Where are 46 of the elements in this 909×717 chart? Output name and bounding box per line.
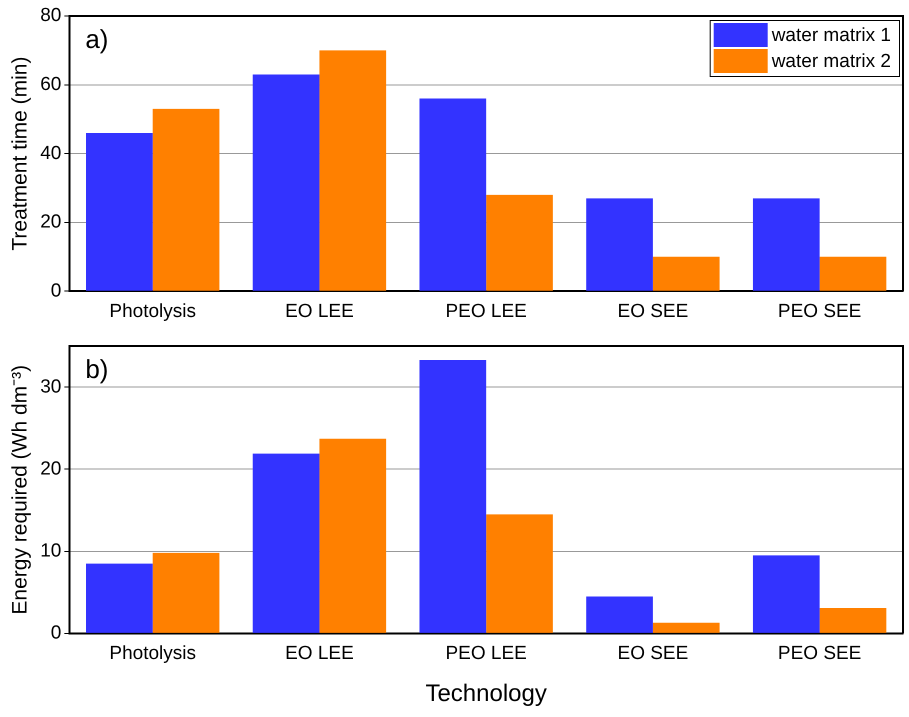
bar	[252, 74, 320, 291]
bar	[419, 98, 486, 291]
x-tick-label: PEO LEE	[446, 300, 527, 322]
y-tick-label: 0	[50, 280, 62, 302]
x-tick-label: PEO LEE	[446, 643, 527, 664]
y-tick-label: 80	[40, 5, 62, 26]
bar	[652, 256, 720, 291]
x-tick-label: EO LEE	[285, 300, 354, 322]
bar	[820, 608, 886, 633]
y-axis-title: Treatment time (min)	[8, 56, 32, 251]
y-tick-label: 0	[50, 622, 62, 644]
bar	[752, 198, 820, 291]
bar	[419, 360, 486, 633]
annotation: b)	[85, 354, 108, 384]
y-tick-label: 20	[40, 212, 62, 233]
bar	[252, 454, 320, 633]
x-tick-label: Photolysis	[109, 643, 196, 664]
bar	[319, 50, 386, 291]
legend-label: water matrix 1	[770, 25, 892, 46]
y-tick-label: 30	[40, 376, 62, 398]
x-axis-title: Technology	[425, 680, 547, 708]
bar	[152, 552, 220, 633]
bar	[486, 514, 553, 633]
y-axis-title: Energy required (Wh dm⁻³)	[8, 364, 32, 615]
x-tick-label: EO SEE	[618, 300, 688, 322]
x-tick-label: PEO SEE	[778, 643, 862, 664]
bar	[152, 108, 220, 291]
bar	[752, 555, 820, 633]
y-tick-label: 60	[40, 74, 62, 96]
bar	[586, 596, 653, 633]
bar	[652, 622, 720, 633]
bar	[820, 256, 886, 291]
x-tick-label: EO LEE	[285, 643, 354, 664]
x-tick-label: PEO SEE	[778, 300, 862, 322]
x-tick-label: EO SEE	[618, 643, 688, 664]
bar	[86, 564, 153, 633]
y-tick-label: 40	[40, 142, 62, 164]
legend-label: water matrix 2	[770, 51, 892, 72]
bar	[486, 194, 553, 291]
annotation: a)	[85, 24, 108, 54]
y-tick-label: 10	[40, 540, 62, 562]
bar	[586, 198, 653, 291]
y-tick-label: 20	[40, 458, 62, 480]
bar	[319, 438, 386, 633]
bar	[86, 132, 153, 291]
x-tick-label: Photolysis	[109, 300, 196, 322]
